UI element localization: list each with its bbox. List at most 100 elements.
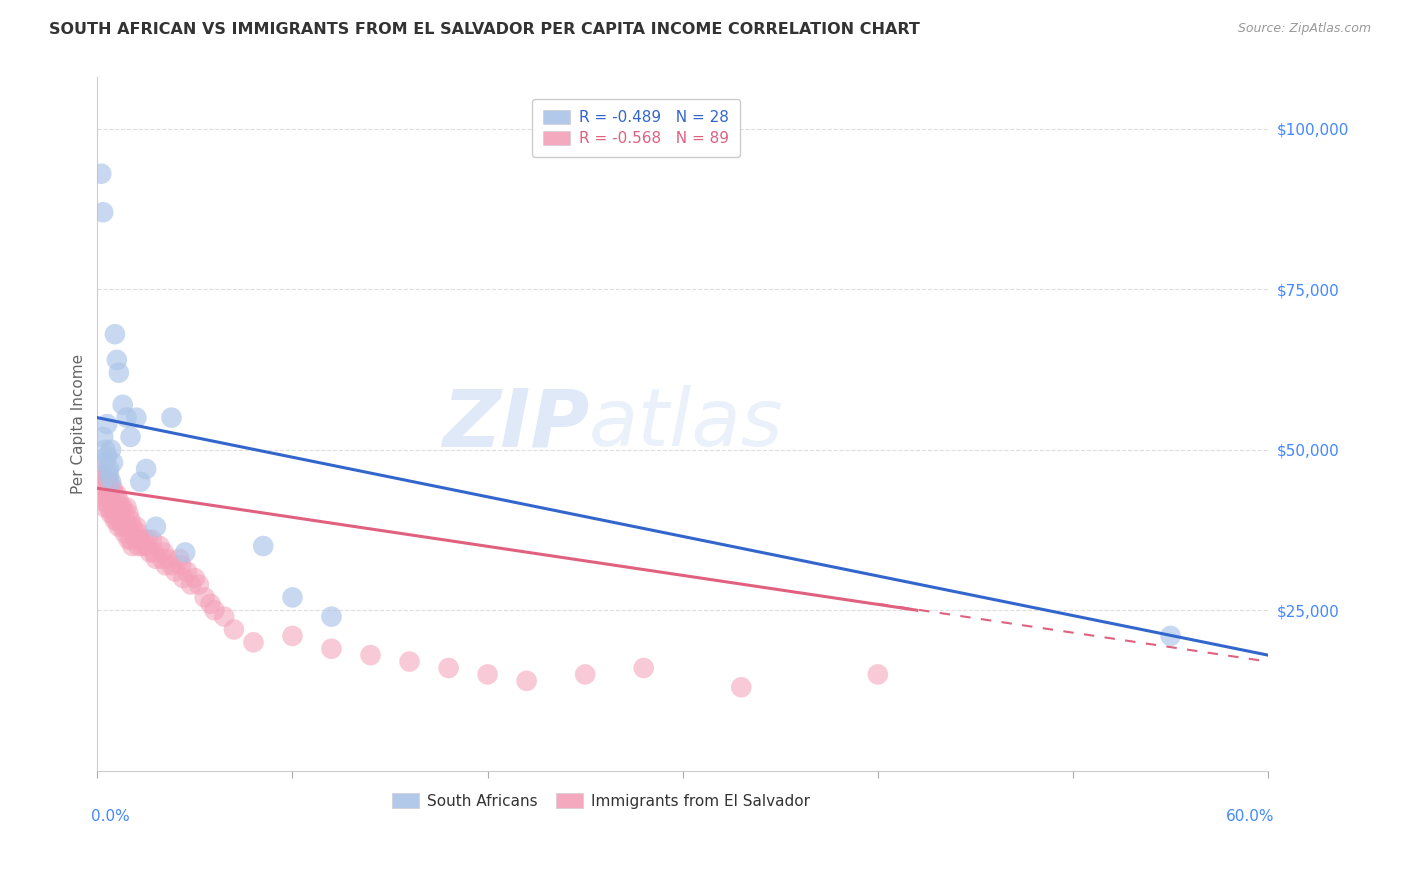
Point bbox=[100, 507, 122, 521]
Point bbox=[194, 591, 217, 605]
Point bbox=[121, 539, 143, 553]
Point bbox=[125, 410, 148, 425]
Point bbox=[127, 526, 149, 541]
Point bbox=[139, 545, 162, 559]
Point bbox=[90, 481, 112, 495]
Point bbox=[98, 488, 121, 502]
Point bbox=[117, 533, 139, 547]
Point bbox=[129, 475, 152, 489]
Point bbox=[91, 205, 114, 219]
Point bbox=[104, 500, 127, 515]
Point bbox=[111, 398, 134, 412]
Text: SOUTH AFRICAN VS IMMIGRANTS FROM EL SALVADOR PER CAPITA INCOME CORRELATION CHART: SOUTH AFRICAN VS IMMIGRANTS FROM EL SALV… bbox=[49, 22, 920, 37]
Point bbox=[104, 513, 127, 527]
Point bbox=[142, 545, 165, 559]
Point bbox=[104, 488, 127, 502]
Point bbox=[114, 507, 136, 521]
Point bbox=[176, 565, 198, 579]
Point bbox=[160, 558, 183, 573]
Point bbox=[105, 513, 128, 527]
Point bbox=[98, 468, 121, 483]
Text: 60.0%: 60.0% bbox=[1226, 809, 1274, 824]
Point bbox=[145, 520, 167, 534]
Point bbox=[90, 167, 112, 181]
Point bbox=[96, 481, 118, 495]
Point bbox=[89, 462, 111, 476]
Point bbox=[574, 667, 596, 681]
Point bbox=[242, 635, 264, 649]
Point bbox=[114, 526, 136, 541]
Point bbox=[398, 655, 420, 669]
Point bbox=[125, 533, 148, 547]
Y-axis label: Per Capita Income: Per Capita Income bbox=[72, 354, 86, 494]
Point bbox=[170, 558, 193, 573]
Point bbox=[117, 507, 139, 521]
Point bbox=[360, 648, 382, 662]
Point bbox=[110, 513, 132, 527]
Point bbox=[127, 539, 149, 553]
Point bbox=[252, 539, 274, 553]
Point bbox=[96, 468, 118, 483]
Point bbox=[108, 507, 131, 521]
Point bbox=[121, 520, 143, 534]
Point bbox=[94, 456, 117, 470]
Point bbox=[145, 552, 167, 566]
Point bbox=[135, 539, 157, 553]
Point bbox=[96, 417, 118, 431]
Point bbox=[155, 558, 177, 573]
Point bbox=[212, 609, 235, 624]
Text: ZIP: ZIP bbox=[441, 385, 589, 463]
Point bbox=[321, 609, 343, 624]
Point bbox=[141, 533, 163, 547]
Point bbox=[321, 641, 343, 656]
Point bbox=[204, 603, 226, 617]
Point bbox=[100, 494, 122, 508]
Point bbox=[125, 520, 148, 534]
Point bbox=[101, 494, 124, 508]
Point bbox=[730, 680, 752, 694]
Point bbox=[91, 494, 114, 508]
Point bbox=[131, 539, 153, 553]
Point bbox=[101, 481, 124, 495]
Point bbox=[111, 520, 134, 534]
Point bbox=[104, 327, 127, 342]
Point bbox=[129, 533, 152, 547]
Point bbox=[115, 520, 138, 534]
Point bbox=[150, 552, 173, 566]
Point bbox=[866, 667, 889, 681]
Point bbox=[200, 597, 222, 611]
Point bbox=[94, 442, 117, 457]
Point bbox=[90, 468, 112, 483]
Point bbox=[101, 456, 124, 470]
Point bbox=[94, 488, 117, 502]
Point bbox=[633, 661, 655, 675]
Point bbox=[172, 571, 194, 585]
Point bbox=[187, 577, 209, 591]
Point bbox=[100, 481, 122, 495]
Point bbox=[184, 571, 207, 585]
Point bbox=[281, 591, 304, 605]
Point bbox=[152, 545, 174, 559]
Point bbox=[108, 520, 131, 534]
Point bbox=[135, 462, 157, 476]
Point bbox=[149, 539, 172, 553]
Point bbox=[91, 468, 114, 483]
Point bbox=[165, 565, 187, 579]
Point bbox=[124, 526, 146, 541]
Point bbox=[115, 410, 138, 425]
Point bbox=[169, 552, 191, 566]
Point bbox=[120, 513, 142, 527]
Point bbox=[516, 673, 538, 688]
Point bbox=[98, 462, 121, 476]
Point bbox=[100, 442, 122, 457]
Point bbox=[91, 481, 114, 495]
Point bbox=[134, 533, 156, 547]
Legend: South Africans, Immigrants from El Salvador: South Africans, Immigrants from El Salva… bbox=[385, 788, 815, 815]
Point bbox=[91, 430, 114, 444]
Point bbox=[96, 449, 118, 463]
Point bbox=[94, 500, 117, 515]
Point bbox=[105, 488, 128, 502]
Point bbox=[281, 629, 304, 643]
Point bbox=[174, 545, 197, 559]
Point bbox=[120, 533, 142, 547]
